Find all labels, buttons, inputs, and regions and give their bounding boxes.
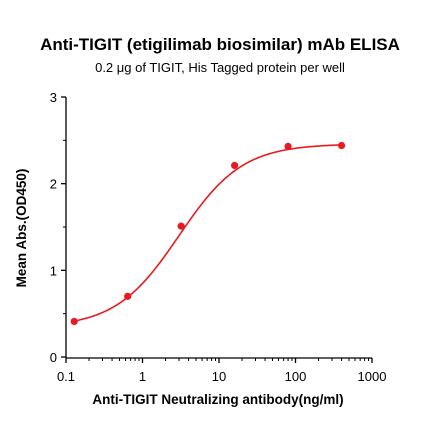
y-tick-label: 2	[50, 177, 57, 192]
data-point	[124, 292, 132, 300]
x-tick-label: 1000	[358, 369, 387, 384]
x-tick-label: 10	[212, 369, 226, 384]
x-tick-label: 100	[285, 369, 307, 384]
fit-curve	[74, 144, 342, 322]
axes	[65, 97, 372, 359]
chart-subtitle: 0.2 μg of TIGIT, His Tagged protein per …	[95, 60, 345, 75]
data-point	[337, 141, 346, 150]
y-axis-label: Mean Abs.(OD450)	[14, 169, 29, 288]
ticks: 0.1 1 10 100 1000 0 1 2 3	[50, 90, 387, 384]
chart-title: Anti-TIGIT (etigilimab biosimilar) mAb E…	[40, 35, 400, 54]
y-tick-label: 0	[50, 350, 57, 365]
data-point	[177, 222, 185, 230]
x-tick-label: 0.1	[57, 369, 75, 384]
data-point	[284, 142, 292, 150]
data-point	[231, 161, 239, 170]
data-point	[70, 317, 78, 326]
x-tick-label: 1	[139, 369, 146, 384]
data-points	[70, 141, 346, 326]
fit-curve-group	[74, 144, 342, 322]
y-tick-label: 3	[50, 90, 57, 105]
x-axis-label: Anti-TIGIT Neutralizing antibody(ng/ml)	[92, 392, 343, 407]
y-tick-label: 1	[50, 263, 57, 278]
